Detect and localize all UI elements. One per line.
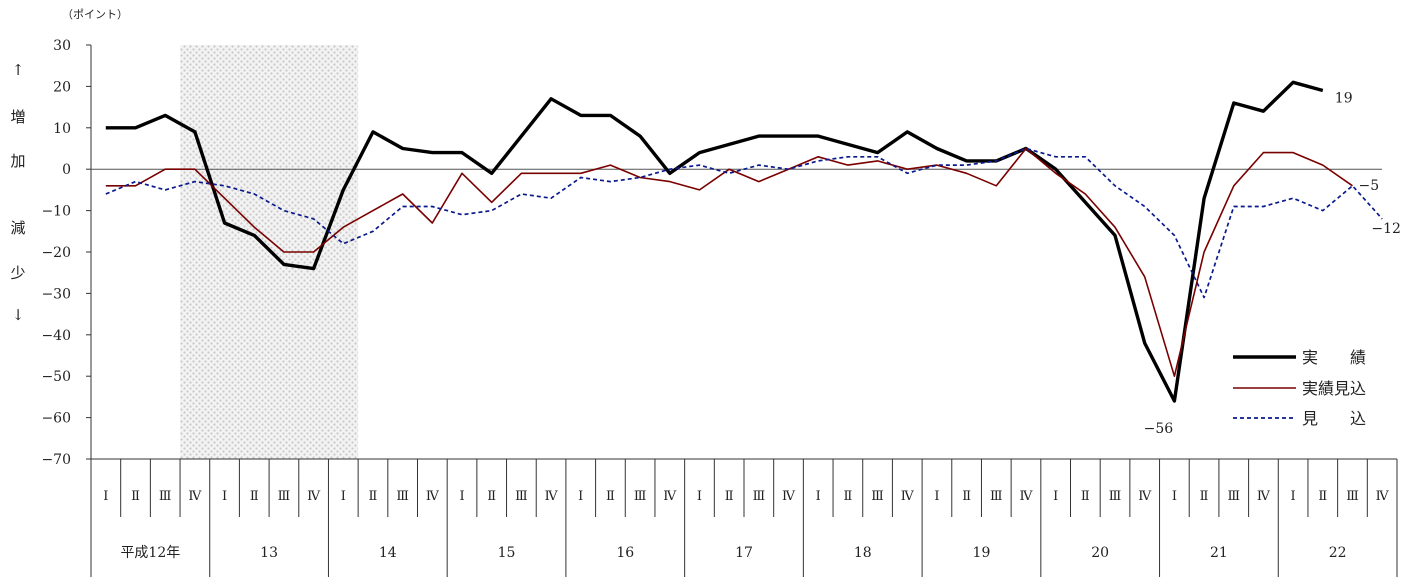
year-label: 16	[616, 545, 634, 561]
quarter-label: Ⅱ	[606, 489, 615, 504]
y-side-text: ↓	[12, 306, 25, 324]
legend-label: 見 込	[1302, 409, 1366, 428]
year-label: 18	[854, 545, 872, 561]
y-side-text: 加	[10, 152, 25, 170]
quarter-label: Ⅰ	[103, 489, 108, 504]
quarter-label: Ⅳ	[782, 489, 796, 504]
y-tick-label: 20	[53, 79, 71, 95]
y-side-text: 減	[10, 219, 25, 237]
unit-label: （ポイント）	[62, 8, 128, 21]
y-tick-label: 0	[62, 162, 71, 178]
quarter-label: Ⅰ	[222, 489, 227, 504]
data-label: 19	[1335, 91, 1353, 107]
series-line-0	[105, 80, 1324, 403]
y-side-text: 少	[10, 264, 25, 282]
data-label: −5	[1358, 178, 1379, 194]
quarter-label: Ⅳ	[426, 489, 440, 504]
quarter-label: Ⅲ	[634, 489, 647, 504]
quarter-label: Ⅱ	[369, 489, 378, 504]
quarter-label: Ⅱ	[250, 489, 259, 504]
quarter-label: Ⅲ	[515, 489, 528, 504]
series-line-2	[105, 147, 1383, 299]
quarter-label: Ⅳ	[663, 489, 677, 504]
year-label: 19	[973, 545, 991, 561]
y-tick-label: −60	[41, 411, 71, 427]
year-label: 13	[260, 545, 278, 561]
quarter-label: Ⅳ	[1376, 489, 1390, 504]
quarter-label: Ⅳ	[307, 489, 321, 504]
quarter-label: Ⅱ	[1318, 489, 1327, 504]
quarter-label: Ⅱ	[843, 489, 852, 504]
legend-label: 実 績	[1302, 348, 1366, 367]
quarter-label: Ⅱ	[1081, 489, 1090, 504]
y-tick-label: −70	[41, 452, 71, 468]
quarter-label: Ⅰ	[459, 489, 464, 504]
quarter-label: Ⅳ	[901, 489, 915, 504]
quarter-label: Ⅳ	[1019, 489, 1033, 504]
year-label: 15	[498, 545, 516, 561]
year-label: 22	[1329, 545, 1347, 561]
y-tick-label: −40	[41, 328, 71, 344]
y-tick-label: −10	[41, 204, 71, 220]
data-label: −56	[1144, 421, 1174, 437]
quarter-label: Ⅰ	[1172, 489, 1177, 504]
quarter-label: Ⅱ	[962, 489, 971, 504]
quarter-label: Ⅱ	[1200, 489, 1209, 504]
y-tick-label: 10	[53, 121, 71, 137]
year-label: 14	[379, 545, 397, 561]
quarter-label: Ⅰ	[578, 489, 583, 504]
y-tick-label: −30	[41, 286, 71, 302]
quarter-label: Ⅲ	[1346, 489, 1359, 504]
quarter-label: Ⅲ	[990, 489, 1003, 504]
quarter-label: Ⅰ	[697, 489, 702, 504]
year-label: 17	[735, 545, 753, 561]
data-label: −12	[1371, 221, 1401, 237]
y-tick-label: 30	[53, 38, 71, 54]
quarter-label: Ⅲ	[1227, 489, 1240, 504]
quarter-label: Ⅲ	[396, 489, 409, 504]
y-tick-label: −50	[41, 369, 71, 385]
year-label: 平成12年	[120, 545, 180, 561]
quarter-label: Ⅳ	[188, 489, 202, 504]
year-label: 21	[1210, 545, 1228, 561]
quarter-label: Ⅲ	[871, 489, 884, 504]
quarter-label: Ⅱ	[131, 489, 140, 504]
series-line-1	[105, 147, 1353, 378]
y-side-text: 増	[10, 108, 25, 126]
quarter-label: Ⅰ	[1291, 489, 1296, 504]
quarter-label: Ⅲ	[278, 489, 291, 504]
quarter-label: Ⅰ	[1053, 489, 1058, 504]
quarter-label: Ⅰ	[341, 489, 346, 504]
quarter-label: Ⅳ	[545, 489, 559, 504]
series-lines	[105, 80, 1383, 403]
quarter-label: Ⅲ	[753, 489, 766, 504]
legend-label: 実績見込	[1302, 379, 1366, 398]
quarter-label: Ⅰ	[934, 489, 939, 504]
quarter-label: Ⅳ	[1257, 489, 1271, 504]
y-side-text: ↑	[12, 61, 25, 79]
y-tick-label: −20	[41, 245, 71, 261]
quarter-label: Ⅱ	[487, 489, 496, 504]
quarter-label: Ⅳ	[1138, 489, 1152, 504]
axes	[86, 44, 1398, 577]
quarter-label: Ⅲ	[1109, 489, 1122, 504]
quarter-label: Ⅰ	[816, 489, 821, 504]
quarter-label: Ⅱ	[725, 489, 734, 504]
year-label: 20	[1091, 545, 1109, 561]
quarter-label: Ⅲ	[159, 489, 172, 504]
